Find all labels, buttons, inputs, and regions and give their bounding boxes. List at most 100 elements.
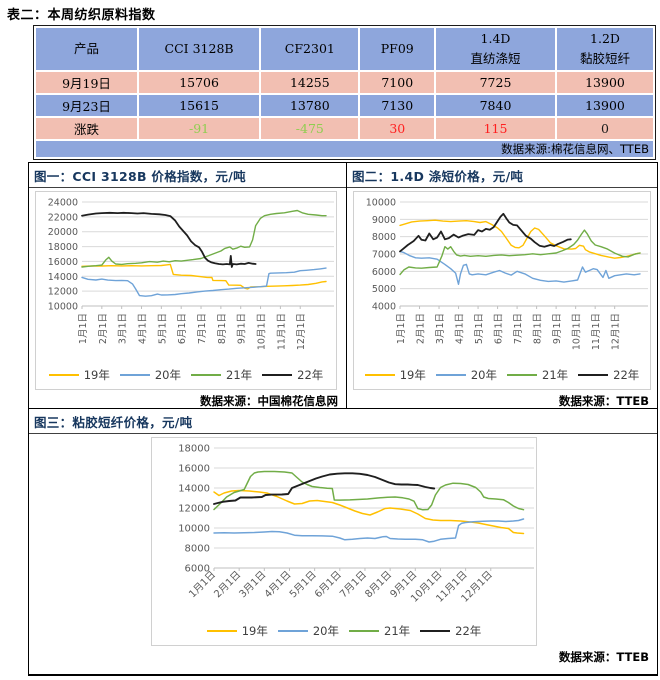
col-header-viscose: 1.2D 黏胶短纤 bbox=[556, 28, 653, 70]
x-axis-tick-label: 2月1日 bbox=[212, 569, 244, 601]
col-header-polyester: 1.4D 直纺涤短 bbox=[436, 28, 555, 70]
legend-item: 20年 bbox=[119, 367, 181, 383]
x-axis-tick-label: 2月1日 bbox=[98, 313, 109, 344]
chart-legend: 19年 20年 21年 22年 bbox=[354, 364, 650, 386]
legend-line-swatch bbox=[277, 630, 308, 632]
y-axis-tick-label: 8000 bbox=[185, 544, 210, 555]
y-axis-tick-label: 24000 bbox=[48, 198, 78, 209]
x-axis-tick-label: 11月1日 bbox=[591, 313, 602, 350]
legend-line-swatch bbox=[262, 374, 293, 376]
x-axis-tick-label: 10月1日 bbox=[257, 313, 268, 350]
col-header-cci3128b: CCI 3128B bbox=[138, 28, 260, 70]
y-axis-tick-label: 8000 bbox=[372, 232, 396, 243]
y-axis-tick-label: 9000 bbox=[372, 215, 396, 226]
chart-source: 数据来源：TTEB bbox=[558, 650, 649, 664]
table-source-row: 数据来源:棉花信息网、TTEB bbox=[36, 141, 653, 157]
legend-label: 19年 bbox=[241, 624, 268, 638]
table-row: 9月19日 15706 14255 7100 7725 13900 bbox=[36, 72, 653, 93]
series-line-19年 bbox=[213, 489, 525, 535]
x-axis-tick-label: 3月1日 bbox=[118, 313, 129, 344]
legend-label: 19年 bbox=[399, 368, 426, 382]
cell-value: 15706 bbox=[138, 72, 260, 93]
x-axis-tick-label: 7月1日 bbox=[337, 569, 369, 601]
x-axis-tick-label: 4月1日 bbox=[455, 313, 466, 344]
y-axis-tick-label: 4000 bbox=[372, 302, 396, 313]
x-axis-tick-label: 4月1日 bbox=[138, 313, 149, 344]
chart-canvas: 6000800010000120001400016000180001月1日2月1… bbox=[178, 444, 534, 605]
y-axis-tick-label: 14000 bbox=[48, 272, 78, 283]
change-value: -475 bbox=[261, 118, 359, 139]
change-value: 115 bbox=[436, 118, 555, 139]
y-axis-tick-label: 10000 bbox=[178, 524, 210, 535]
legend-line-swatch bbox=[48, 374, 79, 376]
legend-label: 21年 bbox=[542, 368, 569, 382]
change-value: 30 bbox=[360, 118, 435, 139]
chart-canvas: 4000 5000 6000 7000 8000 9000 10000 1月1日 2月1日 3月1… bbox=[366, 198, 648, 350]
change-value: -91 bbox=[138, 118, 260, 139]
y-axis-tick-label: 6000 bbox=[185, 564, 210, 575]
series-line-19年 bbox=[399, 219, 641, 259]
x-axis-tick-label: 11月1日 bbox=[276, 313, 287, 350]
legend-label: 20年 bbox=[470, 368, 497, 382]
cell-value: 7100 bbox=[360, 72, 435, 93]
x-axis-tick-label: 1月1日 bbox=[78, 313, 89, 344]
chart-source: 数据来源：中国棉花信息网 bbox=[200, 394, 338, 408]
legend-label: 20年 bbox=[312, 624, 339, 638]
y-axis-tick-label: 6000 bbox=[372, 267, 396, 278]
series-line-22年 bbox=[213, 472, 436, 505]
x-axis-tick-label: 2月1日 bbox=[416, 313, 427, 344]
change-value: 0 bbox=[556, 118, 653, 139]
col-header-cf2301: CF2301 bbox=[261, 28, 359, 70]
line-chart-viscose: 6000 8000 10000 12000 14000 16000 18000 1月1日 2月1… bbox=[151, 437, 537, 646]
table-row: 9月23日 15615 13780 7130 7840 13900 bbox=[36, 95, 653, 116]
chart-cell-viscose: 图三：粘胶短纤价格，元/吨 6000 8000 10000 12000 14000 160… bbox=[29, 408, 657, 674]
legend-item: 22年 bbox=[420, 623, 481, 639]
col-header-product: 产品 bbox=[36, 28, 137, 70]
y-axis-tick-label: 14000 bbox=[178, 484, 210, 495]
legend-item: 20年 bbox=[435, 367, 497, 383]
cell-value: 7840 bbox=[436, 95, 555, 116]
legend-item: 22年 bbox=[578, 367, 639, 383]
cell-value: 13900 bbox=[556, 95, 653, 116]
legend-line-swatch bbox=[191, 374, 221, 376]
row-label: 9月23日 bbox=[36, 95, 137, 116]
cell-value: 7725 bbox=[436, 72, 555, 93]
series-line-22年 bbox=[399, 212, 572, 253]
legend-line-swatch bbox=[435, 374, 466, 376]
chart-title: 图二：1.4D 涤短价格，元/吨 bbox=[347, 163, 657, 188]
legend-item: 21年 bbox=[349, 623, 410, 639]
chart-cell-cci3128b: 图一：CCI 3128B 价格指数，元/吨 10000 12000 14000 160… bbox=[29, 163, 347, 408]
x-axis-tick-label: 8月1日 bbox=[533, 313, 544, 344]
legend-label: 21年 bbox=[226, 368, 253, 382]
page-title: 表二：本周纺织原料指数 bbox=[7, 8, 156, 23]
x-axis-tick-label: 5月1日 bbox=[474, 313, 485, 344]
y-axis-tick-label: 12000 bbox=[178, 504, 210, 515]
legend-line-swatch bbox=[364, 374, 395, 376]
cell-value: 15615 bbox=[138, 95, 260, 116]
legend-label: 21年 bbox=[384, 624, 411, 638]
legend-label: 22年 bbox=[455, 624, 482, 638]
series-line-20年 bbox=[213, 518, 525, 543]
chart-cell-polyester: 图二：1.4D 涤短价格，元/吨 4000 5000 6000 7000 8000 900… bbox=[347, 163, 657, 408]
cell-value: 13780 bbox=[261, 95, 359, 116]
y-axis-tick-label: 16000 bbox=[48, 257, 78, 268]
x-axis-tick-label: 1月1日 bbox=[396, 313, 407, 344]
x-axis-tick-label: 3月1日 bbox=[435, 313, 446, 344]
x-axis-tick-label: 5月1日 bbox=[157, 313, 168, 344]
line-chart-cci3128b: 10000 12000 14000 16000 18000 20000 22000 24000… bbox=[35, 191, 337, 390]
chart-legend: 19年 20年 21年 22年 bbox=[152, 620, 536, 642]
x-axis-tick-label: 5月1日 bbox=[287, 569, 319, 601]
x-axis-tick-label: 3月1日 bbox=[237, 569, 269, 601]
series-line-20年 bbox=[399, 250, 641, 286]
row-label: 涨跌 bbox=[36, 118, 137, 139]
table-header-row: 产品 CCI 3128B CF2301 PF09 1.4D 直纺涤短 1.2D … bbox=[36, 28, 653, 70]
legend-label: 22年 bbox=[297, 368, 324, 382]
y-axis-tick-label: 5000 bbox=[372, 284, 396, 295]
series-line-22年 bbox=[81, 211, 257, 268]
cell-value: 7130 bbox=[360, 95, 435, 116]
legend-line-swatch bbox=[507, 374, 537, 376]
y-axis-tick-label: 12000 bbox=[48, 287, 78, 298]
series-line-21年 bbox=[213, 470, 525, 511]
chart-title: 图一：CCI 3128B 价格指数，元/吨 bbox=[29, 163, 346, 188]
